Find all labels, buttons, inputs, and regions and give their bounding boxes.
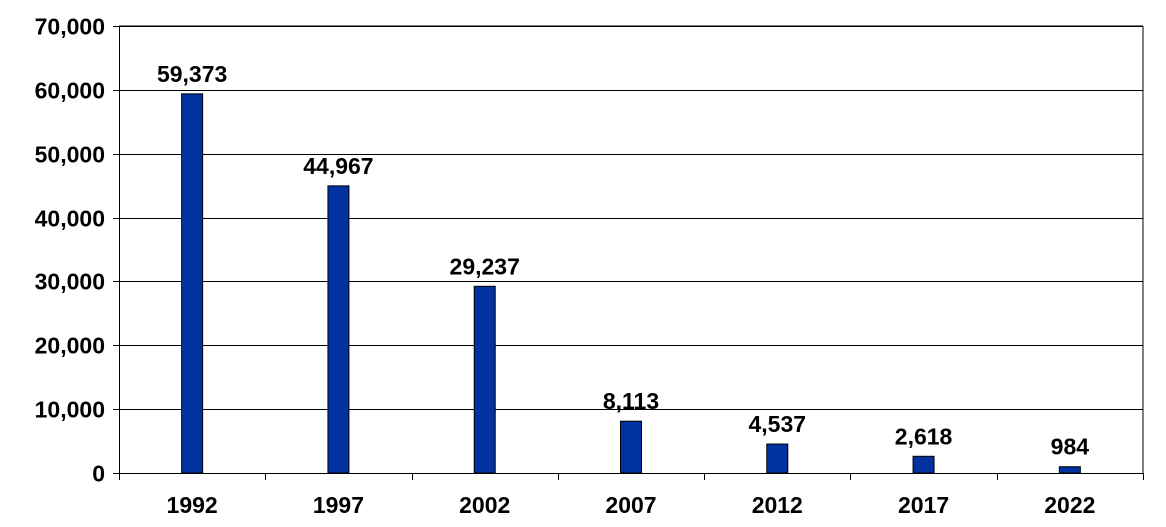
x-tick-label-2007: 2007	[605, 492, 656, 518]
bar-2012	[766, 443, 789, 474]
data-label-2002: 29,237	[450, 253, 520, 279]
bar-1997	[327, 185, 350, 474]
bar-2007	[620, 420, 642, 474]
data-label-1992: 59,373	[157, 61, 227, 87]
y-tick-label: 0	[92, 461, 105, 487]
x-tick-label-2012: 2012	[752, 492, 803, 518]
bar-2002	[473, 285, 496, 474]
data-label-2017: 2,618	[895, 423, 953, 449]
y-tick-label: 10,000	[35, 397, 105, 423]
x-tick-label-2022: 2022	[1044, 492, 1095, 518]
x-tick-label-2002: 2002	[459, 492, 510, 518]
bar-2022	[1058, 466, 1081, 474]
y-tick-label: 30,000	[35, 269, 105, 295]
y-tick-label: 50,000	[35, 142, 105, 168]
y-tick-label: 60,000	[35, 78, 105, 104]
y-tick-label: 70,000	[35, 14, 105, 40]
y-tick-label: 20,000	[35, 333, 105, 359]
data-label-2007: 8,113	[603, 388, 659, 414]
gridlines	[119, 25, 1144, 473]
bar-1992	[181, 93, 204, 474]
axes	[113, 26, 1144, 480]
data-label-2022: 984	[1051, 434, 1090, 460]
y-tick-label: 40,000	[35, 206, 105, 232]
data-label-2012: 4,537	[749, 411, 807, 437]
bar-2017	[912, 455, 935, 474]
data-label-1997: 44,967	[303, 153, 373, 179]
labels: 0 10,000 20,000 30,000 40,000 50,000 60,000 70,…	[35, 14, 1096, 519]
x-tick-label-2017: 2017	[898, 492, 949, 518]
x-tick-label-1997: 1997	[313, 492, 364, 518]
x-tick-label-1992: 1992	[167, 492, 218, 518]
bars	[181, 93, 1081, 474]
